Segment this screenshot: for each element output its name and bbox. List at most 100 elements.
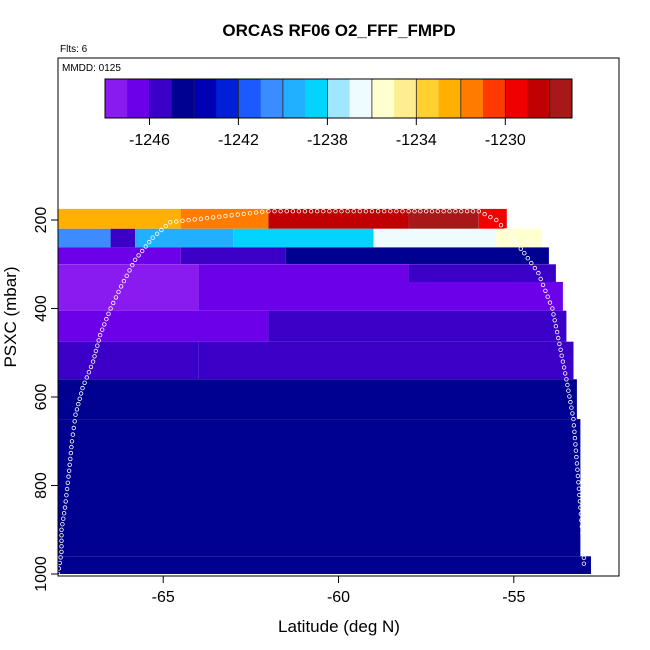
track-point: [302, 208, 308, 214]
track-point: [136, 253, 141, 258]
track-point: [66, 468, 72, 473]
heat-cell: [135, 228, 234, 248]
track-point: [159, 227, 164, 233]
colorbar-swatch: [505, 79, 528, 118]
colorbar-swatch: [238, 79, 261, 118]
colorbar-tick-label: -1230: [485, 132, 526, 149]
track-point: [88, 364, 94, 370]
colorbar-swatch: [460, 79, 484, 118]
track-point: [210, 215, 216, 220]
track-point: [59, 527, 64, 532]
track-point: [308, 208, 314, 214]
track-point: [345, 208, 350, 214]
track-point: [90, 359, 96, 364]
track-point: [247, 210, 253, 216]
track-point: [573, 442, 578, 447]
track-point: [566, 388, 571, 393]
track-point: [571, 416, 576, 422]
track-point: [569, 405, 574, 410]
y-tick-label: 800: [33, 472, 50, 499]
heat-cell: [58, 310, 269, 342]
track-point: [76, 401, 81, 407]
track-point: [545, 294, 550, 299]
colorbar-swatch: [416, 79, 439, 118]
track-point: [99, 327, 105, 332]
track-point: [529, 260, 534, 266]
track-point: [578, 511, 584, 517]
track-point: [110, 300, 116, 306]
track-point: [84, 375, 89, 380]
colorbar-swatch: [371, 79, 395, 118]
track-point: [369, 208, 375, 214]
track-point: [180, 218, 185, 223]
track-point: [575, 473, 581, 479]
track-point: [412, 208, 417, 214]
heatmap-cells: [58, 208, 591, 574]
colorbar-swatch: [394, 79, 417, 118]
colorbar-swatch: [260, 79, 284, 118]
heat-cell: [268, 208, 409, 229]
track-point: [447, 208, 452, 214]
track-point: [559, 353, 564, 358]
track-point: [67, 462, 72, 467]
track-point: [284, 208, 289, 214]
track-point: [482, 211, 487, 217]
track-point: [357, 208, 362, 214]
track-point: [522, 250, 527, 256]
colorbar-swatch: [149, 79, 173, 118]
track-point: [74, 407, 80, 412]
track-point: [574, 454, 579, 460]
colorbar-swatch: [127, 79, 150, 118]
track-point: [540, 282, 546, 288]
track-point: [186, 217, 191, 223]
track-point: [573, 448, 579, 453]
track-point: [406, 208, 411, 214]
date-note: MMDD: 0125: [62, 63, 121, 74]
track-point: [503, 228, 508, 233]
track-point: [278, 208, 283, 214]
heat-cell: [180, 208, 269, 229]
track-point: [547, 300, 553, 305]
track-point: [97, 332, 103, 338]
heat-cell: [58, 556, 591, 574]
track-point: [70, 432, 76, 437]
colorbar-tick-label: -1242: [218, 132, 259, 149]
track-point: [518, 246, 523, 251]
track-point: [124, 273, 129, 278]
track-point: [92, 354, 97, 359]
track-point: [108, 306, 113, 311]
track-point: [121, 278, 127, 284]
track-point: [470, 208, 476, 214]
colorbar: [104, 78, 573, 119]
heat-cell: [180, 247, 286, 265]
heat-cell: [58, 419, 581, 557]
track-point: [578, 505, 583, 510]
track-point: [459, 208, 464, 214]
colorbar-frame: [104, 78, 573, 119]
x-tick-label: -65: [152, 589, 175, 606]
track-point: [72, 419, 77, 424]
track-point: [229, 213, 234, 218]
track-point: [400, 208, 405, 214]
track-point: [515, 242, 520, 247]
colorbar-swatch: [349, 79, 373, 118]
track-point: [69, 439, 75, 444]
track-point: [260, 209, 265, 214]
heat-cell: [373, 228, 497, 248]
heat-cell: [58, 281, 199, 311]
colorbar-swatch: [194, 79, 217, 118]
track-point: [59, 544, 64, 549]
track-point: [78, 391, 84, 396]
heat-cell: [58, 264, 199, 282]
track-point: [568, 399, 573, 405]
track-point: [272, 208, 277, 214]
colorbar-swatch: [327, 79, 350, 118]
track-point: [536, 270, 541, 276]
heat-cell: [58, 341, 199, 380]
track-point: [163, 223, 168, 229]
colorbar-swatch: [282, 79, 306, 118]
track-point: [558, 347, 563, 352]
heat-cell: [496, 228, 542, 248]
colorbar-swatch: [105, 79, 128, 118]
